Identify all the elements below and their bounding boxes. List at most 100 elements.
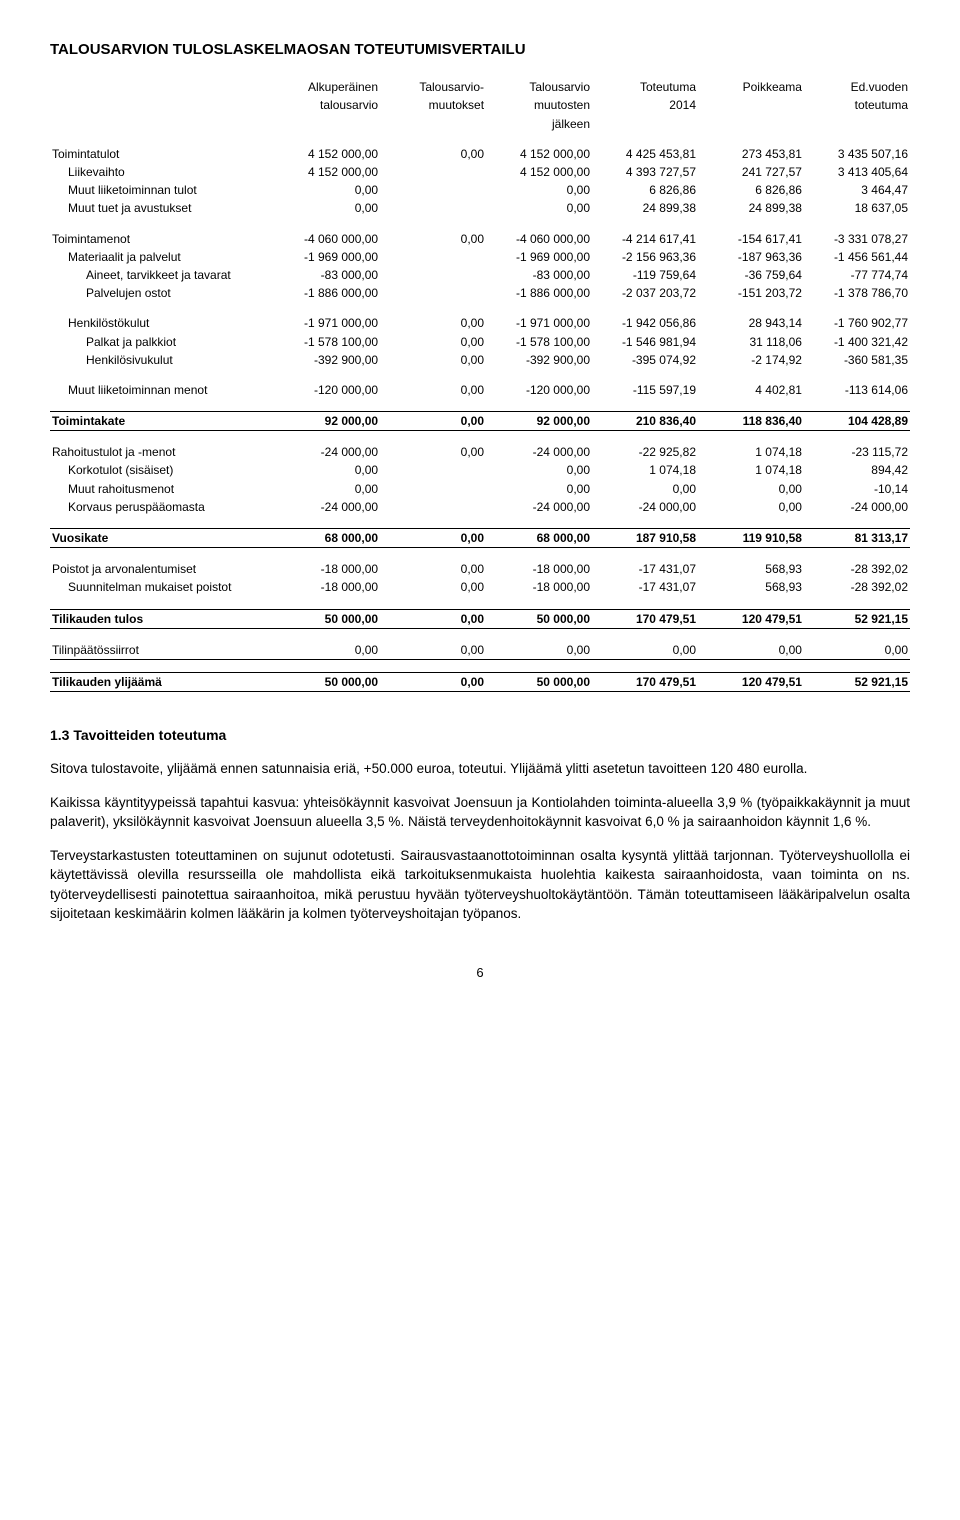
cell: 6 826,86 bbox=[698, 181, 804, 199]
row-muut-tuet: Muut tuet ja avustukset 0,00 0,00 24 899… bbox=[50, 199, 910, 217]
cell: 28 943,14 bbox=[698, 314, 804, 332]
cell: -83 000,00 bbox=[486, 266, 592, 284]
row-label: Korvaus peruspääomasta bbox=[50, 498, 274, 516]
cell: 187 910,58 bbox=[592, 529, 698, 548]
row-muut-liiketoiminnan-tulot: Muut liiketoiminnan tulot 0,00 0,00 6 82… bbox=[50, 181, 910, 199]
row-label: Palkat ja palkkiot bbox=[50, 333, 274, 351]
cell: -4 214 617,41 bbox=[592, 230, 698, 248]
cell: 0,00 bbox=[380, 412, 486, 431]
cell bbox=[380, 266, 486, 284]
cell bbox=[380, 498, 486, 516]
cell: -4 060 000,00 bbox=[274, 230, 380, 248]
cell: 0,00 bbox=[274, 480, 380, 498]
cell: -1 578 100,00 bbox=[274, 333, 380, 351]
paragraph: Kaikissa käyntityypeissä tapahtui kasvua… bbox=[50, 793, 910, 832]
cell: -113 614,06 bbox=[804, 381, 910, 399]
col4-line2: 2014 bbox=[592, 96, 698, 114]
row-label: Henkilöstökulut bbox=[50, 314, 274, 332]
row-henkilostokulut: Henkilöstökulut -1 971 000,00 0,00 -1 97… bbox=[50, 314, 910, 332]
col5-line1: Poikkeama bbox=[698, 78, 804, 96]
cell: 3 413 405,64 bbox=[804, 163, 910, 181]
cell: 4 152 000,00 bbox=[486, 145, 592, 163]
col1-line2: talousarvio bbox=[274, 96, 380, 114]
cell: 0,00 bbox=[486, 199, 592, 217]
row-label: Muut rahoitusmenot bbox=[50, 480, 274, 498]
cell: 568,93 bbox=[698, 578, 804, 596]
cell: 1 074,18 bbox=[592, 461, 698, 479]
col2-line2: muutokset bbox=[380, 96, 486, 114]
cell: -119 759,64 bbox=[592, 266, 698, 284]
row-label: Tilinpäätössiirrot bbox=[50, 641, 274, 660]
row-label: Tilikauden tulos bbox=[50, 609, 274, 628]
cell: 3 464,47 bbox=[804, 181, 910, 199]
cell: 0,00 bbox=[486, 461, 592, 479]
cell: 120 479,51 bbox=[698, 672, 804, 691]
cell: -17 431,07 bbox=[592, 560, 698, 578]
col1-line1: Alkuperäinen bbox=[274, 78, 380, 96]
cell: 92 000,00 bbox=[486, 412, 592, 431]
cell: -1 546 981,94 bbox=[592, 333, 698, 351]
cell: -1 378 786,70 bbox=[804, 284, 910, 302]
cell: 0,00 bbox=[380, 351, 486, 369]
cell: 0,00 bbox=[380, 314, 486, 332]
cell: -24 000,00 bbox=[804, 498, 910, 516]
cell: -120 000,00 bbox=[486, 381, 592, 399]
cell: -17 431,07 bbox=[592, 578, 698, 596]
cell bbox=[380, 284, 486, 302]
col4-line1: Toteutuma bbox=[592, 78, 698, 96]
row-palkat: Palkat ja palkkiot -1 578 100,00 0,00 -1… bbox=[50, 333, 910, 351]
cell: 568,93 bbox=[698, 560, 804, 578]
row-henkilosivukulut: Henkilösivukulut -392 900,00 0,00 -392 9… bbox=[50, 351, 910, 369]
cell: 0,00 bbox=[380, 333, 486, 351]
cell: -23 115,72 bbox=[804, 443, 910, 461]
row-rahoitus: Rahoitustulot ja -menot -24 000,00 0,00 … bbox=[50, 443, 910, 461]
cell: -18 000,00 bbox=[274, 578, 380, 596]
row-toimintamenot: Toimintamenot -4 060 000,00 0,00 -4 060 … bbox=[50, 230, 910, 248]
cell: 4 402,81 bbox=[698, 381, 804, 399]
cell: -187 963,36 bbox=[698, 248, 804, 266]
row-aineet: Aineet, tarvikkeet ja tavarat -83 000,00… bbox=[50, 266, 910, 284]
row-tilikauden-tulos: Tilikauden tulos 50 000,00 0,00 50 000,0… bbox=[50, 609, 910, 628]
cell: 4 425 453,81 bbox=[592, 145, 698, 163]
cell: 24 899,38 bbox=[698, 199, 804, 217]
cell: -2 174,92 bbox=[698, 351, 804, 369]
cell: -1 886 000,00 bbox=[274, 284, 380, 302]
cell: -18 000,00 bbox=[486, 560, 592, 578]
row-poistot: Poistot ja arvonalentumiset -18 000,00 0… bbox=[50, 560, 910, 578]
cell: -1 400 321,42 bbox=[804, 333, 910, 351]
cell: 4 152 000,00 bbox=[274, 145, 380, 163]
cell: -24 000,00 bbox=[486, 443, 592, 461]
cell: 6 826,86 bbox=[592, 181, 698, 199]
row-palvelujen-ostot: Palvelujen ostot -1 886 000,00 -1 886 00… bbox=[50, 284, 910, 302]
cell: 273 453,81 bbox=[698, 145, 804, 163]
cell: 0,00 bbox=[698, 641, 804, 660]
cell: -1 760 902,77 bbox=[804, 314, 910, 332]
cell: -28 392,02 bbox=[804, 560, 910, 578]
cell: 0,00 bbox=[698, 480, 804, 498]
cell: 170 479,51 bbox=[592, 609, 698, 628]
row-label: Liikevaihto bbox=[50, 163, 274, 181]
cell bbox=[380, 248, 486, 266]
cell: 4 152 000,00 bbox=[274, 163, 380, 181]
section-heading: 1.3 Tavoitteiden toteutuma bbox=[50, 726, 910, 745]
cell: 170 479,51 bbox=[592, 672, 698, 691]
cell: -151 203,72 bbox=[698, 284, 804, 302]
body-text: Sitova tulostavoite, ylijäämä ennen satu… bbox=[50, 759, 910, 924]
cell bbox=[380, 461, 486, 479]
cell: 0,00 bbox=[380, 529, 486, 548]
cell bbox=[380, 181, 486, 199]
cell: 0,00 bbox=[380, 641, 486, 660]
cell bbox=[380, 199, 486, 217]
row-label: Materiaalit ja palvelut bbox=[50, 248, 274, 266]
cell: 0,00 bbox=[380, 381, 486, 399]
col3-line2: muutosten bbox=[486, 96, 592, 114]
cell: 0,00 bbox=[274, 181, 380, 199]
cell: -10,14 bbox=[804, 480, 910, 498]
cell: -1 456 561,44 bbox=[804, 248, 910, 266]
cell: 0,00 bbox=[380, 230, 486, 248]
col3-line1: Talousarvio bbox=[486, 78, 592, 96]
cell: -1 969 000,00 bbox=[274, 248, 380, 266]
row-label: Vuosikate bbox=[50, 529, 274, 548]
cell: 50 000,00 bbox=[274, 672, 380, 691]
row-korkotulot: Korkotulot (sisäiset) 0,00 0,00 1 074,18… bbox=[50, 461, 910, 479]
